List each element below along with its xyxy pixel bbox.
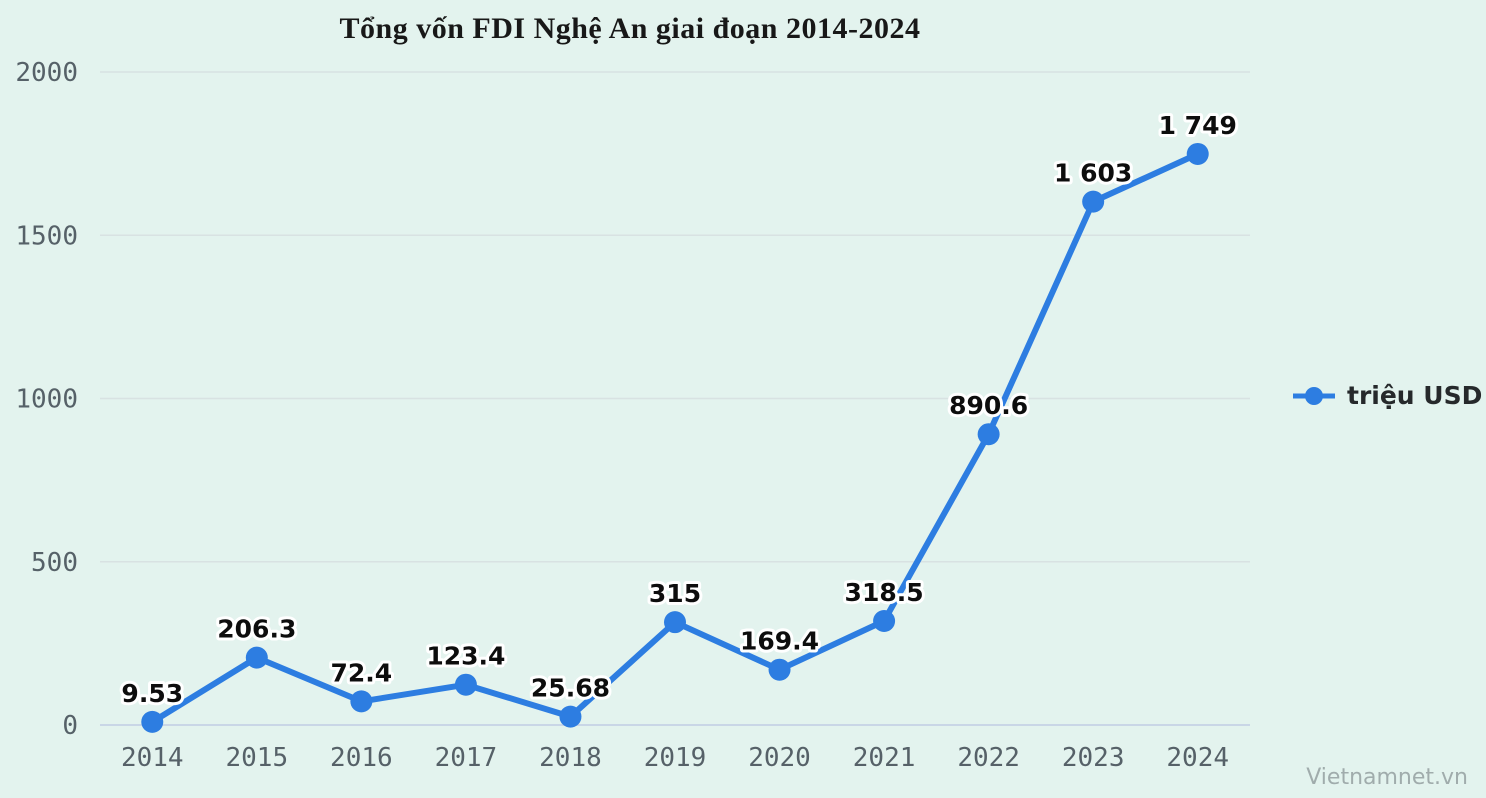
x-tick-label: 2014 bbox=[121, 743, 184, 773]
y-tick-label: 1000 bbox=[15, 385, 78, 415]
chart-title: Tổng vốn FDI Nghệ An giai đoạn 2014-2024 bbox=[339, 12, 921, 45]
y-tick-label: 0 bbox=[62, 711, 78, 741]
data-point-label: 318.5 bbox=[845, 578, 924, 607]
legend-line-marker-icon bbox=[1293, 386, 1335, 405]
data-point-marker bbox=[141, 710, 164, 733]
watermark: Vietnamnet.vn bbox=[1306, 765, 1468, 790]
legend-label: triệu USD bbox=[1347, 381, 1483, 410]
data-point-marker bbox=[768, 658, 791, 681]
x-tick-label: 2015 bbox=[226, 743, 289, 773]
y-tick-label: 2000 bbox=[15, 58, 78, 88]
x-tick-label: 2019 bbox=[644, 743, 707, 773]
x-tick-label: 2016 bbox=[330, 743, 393, 773]
data-point-label: 169.4 bbox=[740, 627, 819, 656]
y-tick-label: 1500 bbox=[15, 221, 78, 251]
data-point-label: 315 bbox=[649, 579, 701, 608]
x-tick-label: 2021 bbox=[853, 743, 916, 773]
x-tick-label: 2020 bbox=[748, 743, 811, 773]
data-point-marker bbox=[350, 690, 373, 713]
fdi-line bbox=[149, 151, 1201, 725]
data-point-marker bbox=[454, 673, 477, 696]
x-tick-label: 2022 bbox=[957, 743, 1020, 773]
data-point-marker bbox=[1186, 142, 1209, 165]
data-point-marker bbox=[664, 611, 686, 634]
data-point-marker bbox=[245, 646, 268, 669]
data-point-marker bbox=[1082, 190, 1105, 213]
data-point-marker bbox=[873, 610, 896, 633]
data-point-label: 25.68 bbox=[531, 674, 610, 703]
legend: triệu USD bbox=[1291, 381, 1482, 410]
x-tick-label: 2024 bbox=[1166, 743, 1229, 773]
data-point-label: 123.4 bbox=[426, 642, 505, 671]
x-tick-label: 2018 bbox=[539, 743, 602, 773]
x-tick-label: 2023 bbox=[1062, 743, 1125, 773]
data-point-label: 206.3 bbox=[217, 615, 296, 644]
data-point-label: 1 749 bbox=[1159, 111, 1237, 140]
data-point-label: 890.6 bbox=[949, 391, 1028, 420]
data-point-label: 1 603 bbox=[1054, 159, 1132, 188]
data-point-label: 72.4 bbox=[331, 658, 393, 687]
x-tick-label: 2017 bbox=[435, 743, 498, 773]
data-point-marker bbox=[977, 423, 1000, 446]
y-tick-label: 500 bbox=[31, 548, 78, 578]
data-point-marker bbox=[559, 705, 582, 728]
data-point-label: 9.53 bbox=[121, 679, 183, 708]
